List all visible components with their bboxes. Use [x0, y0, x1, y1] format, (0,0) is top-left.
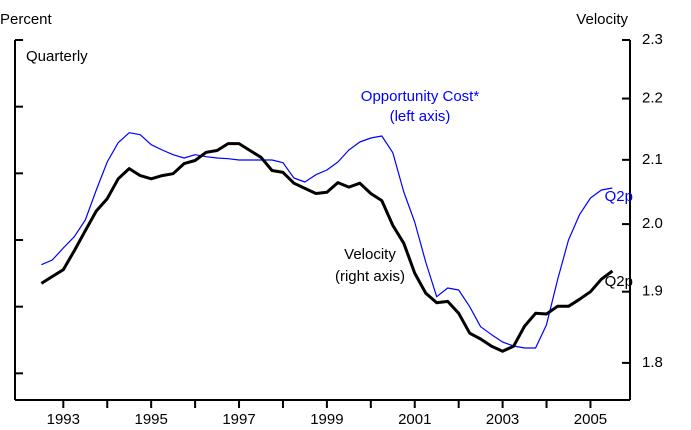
x-tick-label: 2003 — [486, 411, 519, 428]
y2-tick-label: 1.9 — [642, 283, 663, 300]
annotation: Velocity — [344, 246, 396, 263]
annotation: (left axis) — [390, 108, 451, 125]
x-tick-label: 1995 — [134, 411, 167, 428]
annotation: (right axis) — [335, 268, 405, 285]
y-axis-label: Percent — [0, 11, 53, 28]
x-tick-label: 1999 — [310, 411, 343, 428]
x-tick-label: 2005 — [574, 411, 607, 428]
series-line — [41, 132, 613, 349]
y2-tick-label: 2.3 — [642, 31, 663, 48]
subtitle: Quarterly — [26, 48, 88, 65]
y2-tick-label: 2.2 — [642, 90, 663, 107]
x-tick-label: 1997 — [222, 411, 255, 428]
x-tick-label: 2001 — [398, 411, 431, 428]
y2-tick-label: 1.8 — [642, 354, 663, 371]
series-line — [40, 142, 614, 353]
x-tick-label: 1993 — [47, 411, 80, 428]
y2-tick-label: 2.1 — [642, 151, 663, 168]
y2-axis-label: Velocity — [576, 11, 628, 28]
y2-tick-label: 2.0 — [642, 215, 663, 232]
annotation: Q2p — [605, 188, 633, 205]
annotation: Opportunity Cost* — [361, 88, 480, 105]
annotation: Q2p — [605, 273, 633, 290]
